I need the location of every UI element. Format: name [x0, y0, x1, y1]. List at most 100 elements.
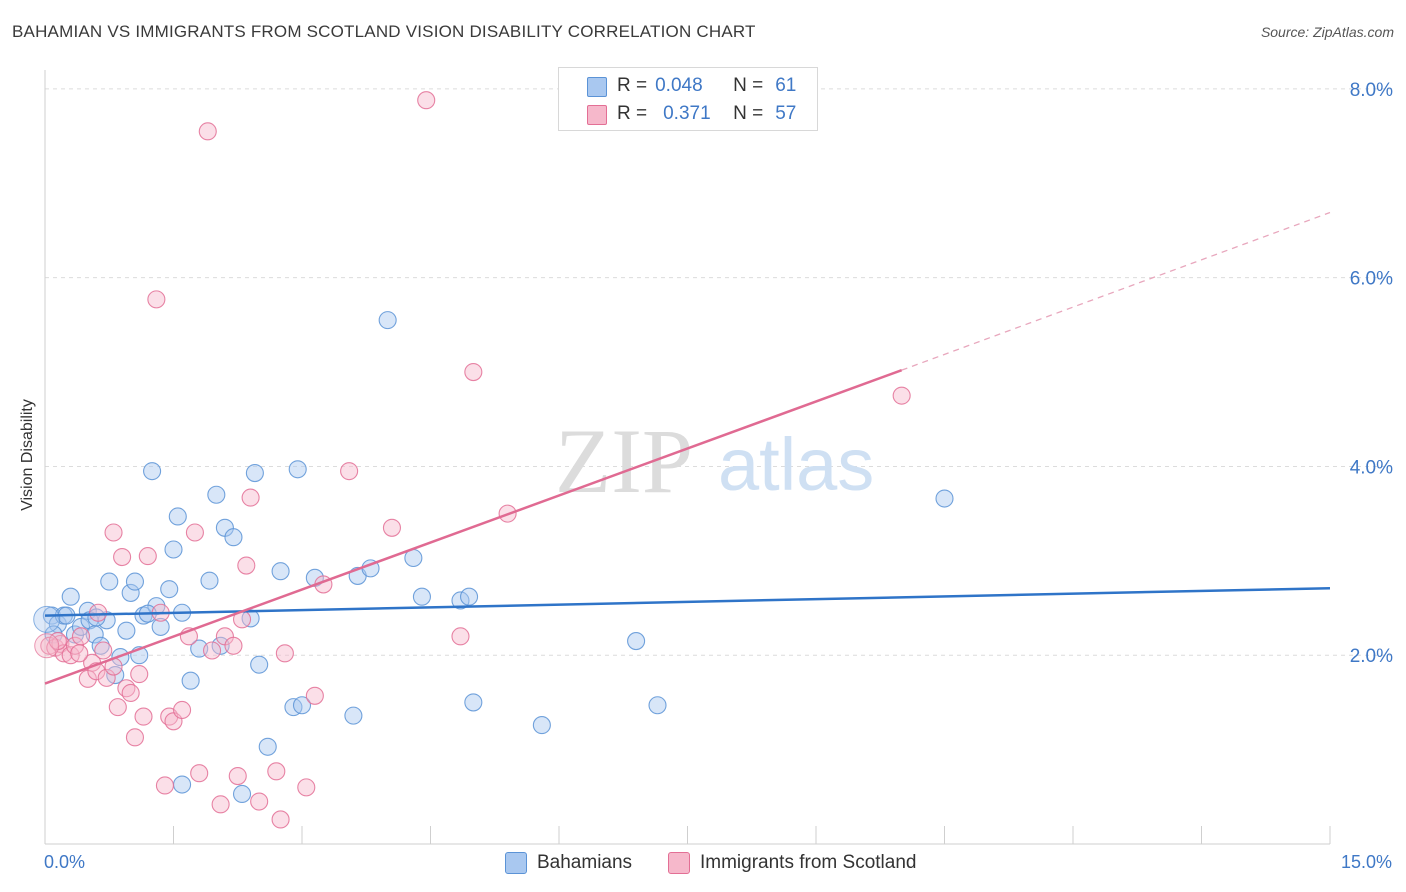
bahamians-point	[125, 572, 144, 591]
y-tick-label: 6.0%	[1350, 269, 1393, 290]
scotland-point	[71, 627, 91, 646]
bahamians-point	[224, 528, 243, 547]
y-tick-label: 4.0%	[1350, 457, 1393, 478]
scotland-point	[121, 683, 140, 703]
bahamians-point	[151, 617, 170, 636]
bahamians-point	[464, 693, 483, 712]
bahamians-point	[344, 706, 363, 725]
n-label: N =	[733, 103, 764, 124]
scotland-point	[173, 700, 192, 720]
scotland-point	[51, 634, 70, 653]
bahamians-point	[160, 580, 179, 599]
legend-swatch	[505, 852, 527, 874]
bahamians-point	[288, 460, 307, 479]
bahamians-point	[451, 591, 470, 610]
y-tick-label: 8.0%	[1350, 80, 1393, 101]
scotland-point	[275, 644, 294, 663]
scotland-point	[224, 636, 243, 655]
scotland-point	[185, 523, 204, 542]
legend-row-bahamians: R = 0.048 N = 61	[617, 74, 796, 98]
source-label: Source: ZipAtlas.com	[1260, 24, 1394, 40]
legend-item-scotland: Immigrants from Scotland	[668, 852, 916, 874]
scotland-trend-extension	[901, 211, 1331, 371]
chart-title: BAHAMIAN VS IMMIGRANTS FROM SCOTLAND VIS…	[12, 22, 756, 41]
watermark-zip: ZIP	[555, 410, 693, 512]
scotland-point	[464, 362, 483, 382]
scotland-point	[250, 792, 269, 811]
bahamians-point	[33, 605, 61, 633]
y-tick-label: 2.0%	[1350, 646, 1393, 667]
n-value: 61	[775, 75, 797, 96]
bahamians-point	[181, 671, 200, 690]
scotland-point	[108, 698, 127, 717]
scotland-trend-line	[44, 368, 903, 685]
scotland-point	[297, 778, 316, 797]
correlation-legend: R = 0.048 N = 61 R = 0.371 N = 57	[558, 67, 818, 131]
bahamians-point	[232, 784, 252, 804]
scotland-point	[130, 665, 149, 684]
bahamians-point	[100, 572, 119, 591]
bahamians-point	[245, 463, 264, 483]
bahamians-point	[258, 737, 277, 756]
watermark-atlas: atlas	[718, 423, 874, 506]
y-tick-labels: 2.0% 4.0% 6.0% 8.0%	[1350, 80, 1393, 667]
legend-swatch-scotland	[587, 105, 607, 125]
r-value: 0.048	[655, 75, 703, 96]
bahamians-trend-line	[44, 586, 1331, 617]
bahamians-point	[459, 587, 479, 606]
bahamians-point	[207, 485, 226, 504]
scotland-point	[340, 462, 359, 481]
scotland-point	[382, 518, 402, 537]
scotland-point	[34, 633, 60, 659]
bahamians-point	[532, 716, 551, 735]
scotland-point	[237, 556, 256, 575]
series-legend: Bahamians Immigrants from Scotland	[0, 852, 1406, 876]
legend-swatch-bahamians	[587, 77, 607, 97]
scotland-point	[113, 548, 132, 567]
bahamians-point	[935, 489, 954, 508]
scotland-point	[94, 641, 113, 660]
n-value: 57	[775, 103, 797, 124]
bahamians-point	[378, 311, 397, 330]
bahamians-point	[91, 636, 110, 655]
bahamians-point	[250, 655, 269, 674]
scotland-point	[104, 523, 123, 542]
gridlines	[45, 88, 1392, 656]
legend-label: Immigrants from Scotland	[700, 852, 917, 873]
bahamians-point	[648, 696, 667, 715]
bahamians-point	[412, 587, 431, 606]
x-tick-label-min: 0.0%	[44, 852, 86, 872]
bahamians-point	[173, 775, 192, 794]
scotland-point	[241, 488, 260, 507]
axes	[44, 70, 1331, 845]
scotland-point	[211, 795, 230, 814]
scotland-point	[203, 641, 222, 660]
n-label: N =	[733, 75, 764, 96]
scotland-point	[190, 764, 209, 783]
scotland-point	[70, 644, 89, 663]
bahamians-point	[117, 621, 136, 640]
bahamians-point	[292, 696, 312, 715]
scotland-point	[228, 766, 247, 786]
data-points	[33, 91, 954, 829]
scotland-point	[305, 686, 324, 705]
trend-lines	[44, 211, 1331, 685]
bahamians-point	[164, 540, 183, 559]
scotland-point	[451, 627, 470, 646]
scotland-point	[138, 547, 157, 566]
bahamians-point	[143, 462, 162, 481]
watermark: ZIP atlas	[555, 410, 874, 512]
scotland-point	[134, 707, 153, 726]
scotland-point	[147, 290, 166, 309]
scotland-point	[267, 762, 286, 781]
legend-item-bahamians: Bahamians	[505, 852, 632, 874]
legend-row-scotland: R = 0.371 N = 57	[617, 102, 796, 126]
scotland-point	[271, 810, 290, 829]
scotland-point	[417, 91, 436, 110]
r-label: R =	[617, 103, 648, 124]
bahamians-point	[200, 571, 219, 590]
legend-swatch	[668, 852, 690, 874]
bahamians-point	[627, 632, 646, 651]
scotland-point	[892, 386, 911, 405]
